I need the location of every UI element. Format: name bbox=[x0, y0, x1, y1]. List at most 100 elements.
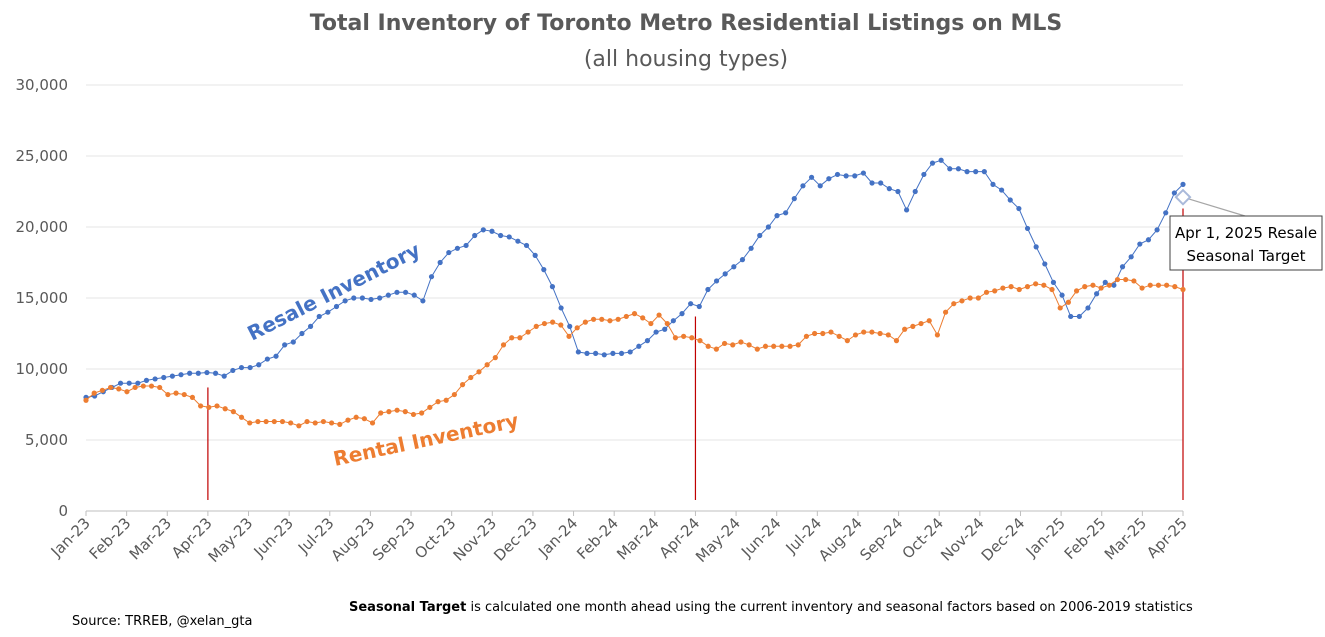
data-point bbox=[169, 373, 175, 379]
data-point bbox=[648, 320, 654, 327]
data-point bbox=[428, 274, 435, 280]
data-point bbox=[964, 169, 970, 175]
data-point bbox=[525, 329, 531, 335]
data-point bbox=[757, 232, 763, 239]
data-point bbox=[148, 383, 155, 389]
data-point bbox=[861, 329, 867, 335]
data-point bbox=[472, 232, 478, 239]
data-point bbox=[132, 384, 138, 391]
y-tick-label: 5,000 bbox=[25, 431, 68, 449]
data-point bbox=[420, 298, 426, 304]
data-point bbox=[198, 403, 204, 409]
data-point bbox=[459, 382, 466, 388]
data-point bbox=[787, 343, 793, 349]
data-point bbox=[771, 343, 777, 349]
y-tick-label: 20,000 bbox=[16, 218, 69, 236]
data-point bbox=[774, 213, 780, 219]
data-point bbox=[1082, 284, 1088, 290]
x-tick-label: Mar-24 bbox=[613, 514, 662, 563]
data-point bbox=[662, 326, 668, 332]
data-point bbox=[411, 292, 417, 298]
data-point bbox=[584, 350, 590, 356]
x-tick-label: Jan-23 bbox=[47, 514, 94, 561]
target-diamond-marker bbox=[1174, 188, 1192, 206]
data-point bbox=[345, 417, 351, 423]
data-point bbox=[623, 313, 629, 320]
data-point bbox=[1033, 244, 1039, 250]
data-point bbox=[437, 259, 443, 266]
data-point bbox=[247, 364, 253, 371]
data-point bbox=[713, 346, 719, 352]
target-callout-box bbox=[1169, 215, 1323, 271]
data-point bbox=[791, 196, 797, 202]
data-point bbox=[566, 333, 572, 339]
data-point bbox=[640, 315, 646, 321]
data-point bbox=[869, 180, 875, 186]
data-point bbox=[1094, 291, 1100, 297]
data-point bbox=[902, 326, 908, 332]
data-point bbox=[386, 409, 392, 415]
series-line-0 bbox=[85, 159, 1184, 398]
data-point bbox=[117, 380, 124, 386]
data-point bbox=[1145, 237, 1152, 243]
source-note: Source: TRREB, @xelan_gta bbox=[72, 614, 253, 629]
data-point bbox=[697, 338, 703, 344]
data-point bbox=[255, 418, 261, 425]
data-point bbox=[1098, 285, 1104, 291]
data-point bbox=[214, 403, 220, 409]
chart-subtitle: (all housing types) bbox=[584, 47, 788, 72]
data-point bbox=[509, 335, 515, 341]
data-point bbox=[1024, 284, 1031, 290]
data-point bbox=[808, 174, 815, 180]
data-point bbox=[498, 232, 504, 239]
x-tick-label: Nov-23 bbox=[450, 514, 500, 564]
data-point bbox=[328, 420, 335, 426]
data-point bbox=[951, 301, 957, 307]
data-point bbox=[1111, 282, 1117, 288]
data-point bbox=[230, 409, 236, 415]
x-tick-label: Mar-23 bbox=[126, 514, 175, 563]
data-point bbox=[582, 319, 588, 325]
target-callout-line1: Apr 1, 2025 Resale bbox=[1175, 224, 1317, 242]
data-point bbox=[1164, 282, 1170, 288]
data-point bbox=[1024, 225, 1031, 232]
data-point bbox=[116, 386, 122, 392]
data-point bbox=[689, 335, 695, 341]
data-point bbox=[1068, 313, 1074, 320]
data-point bbox=[359, 295, 366, 301]
data-point bbox=[762, 343, 769, 349]
y-tick-label: 25,000 bbox=[16, 147, 69, 165]
data-point bbox=[574, 325, 580, 331]
data-point bbox=[492, 355, 498, 361]
data-point bbox=[1180, 286, 1186, 293]
data-point bbox=[299, 330, 305, 337]
data-point bbox=[541, 320, 548, 327]
data-point bbox=[644, 338, 651, 344]
data-point bbox=[238, 364, 245, 371]
data-point bbox=[1073, 288, 1080, 294]
data-point bbox=[351, 295, 357, 301]
data-point bbox=[575, 349, 581, 355]
data-point bbox=[722, 271, 728, 277]
data-point bbox=[368, 296, 374, 303]
data-point bbox=[593, 350, 599, 356]
data-point bbox=[446, 249, 452, 256]
x-tick-label: Dec-24 bbox=[978, 514, 1029, 565]
data-point bbox=[353, 414, 359, 420]
data-point bbox=[959, 298, 965, 304]
data-point bbox=[679, 311, 685, 317]
data-point bbox=[1065, 299, 1071, 305]
data-point bbox=[999, 187, 1005, 193]
data-point bbox=[451, 391, 457, 398]
data-point bbox=[955, 166, 962, 172]
data-point bbox=[973, 169, 979, 175]
x-tick-label: Feb-24 bbox=[573, 514, 622, 563]
data-point bbox=[290, 339, 296, 345]
y-axis-ticks: 0 5,000 10,000 15,000 20,000 25,000 30,000 bbox=[16, 76, 69, 520]
data-point bbox=[653, 329, 659, 335]
data-point bbox=[1076, 313, 1082, 320]
data-point bbox=[1172, 284, 1178, 290]
x-tick-label: Feb-23 bbox=[86, 514, 135, 563]
data-point bbox=[1016, 286, 1022, 293]
